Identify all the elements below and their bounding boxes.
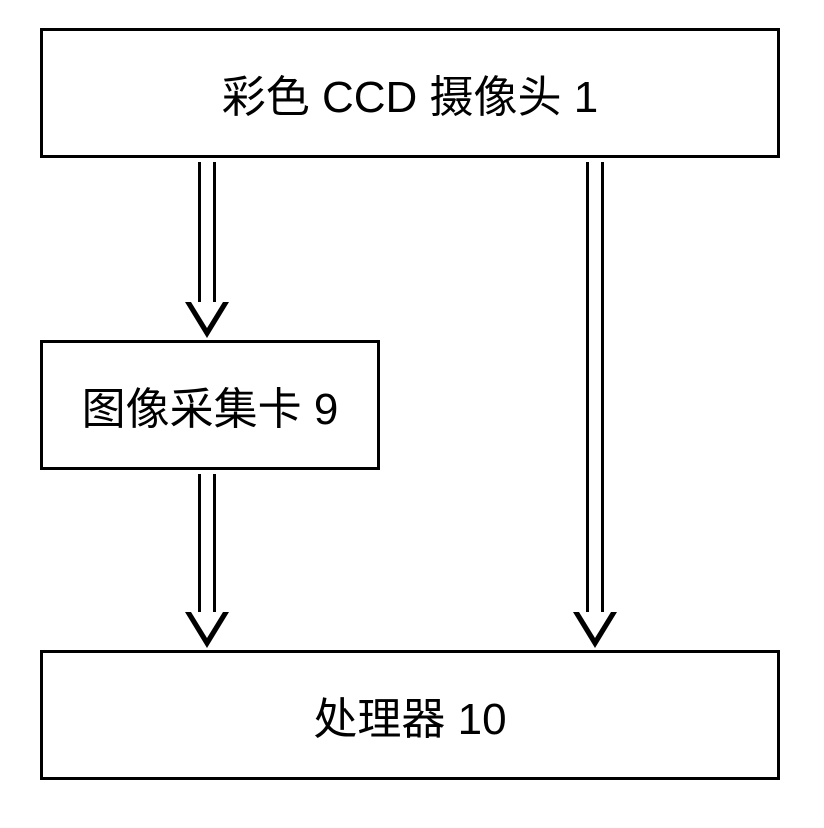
camera-label: 彩色 CCD 摄像头 1: [222, 61, 598, 125]
camera-block: 彩色 CCD 摄像头 1: [40, 28, 780, 158]
processor-label: 处理器 10: [313, 683, 506, 747]
processor-block: 处理器 10: [40, 650, 780, 780]
capture-card-label: 图像采集卡 9: [82, 373, 339, 437]
capture-card-block: 图像采集卡 9: [40, 340, 380, 470]
